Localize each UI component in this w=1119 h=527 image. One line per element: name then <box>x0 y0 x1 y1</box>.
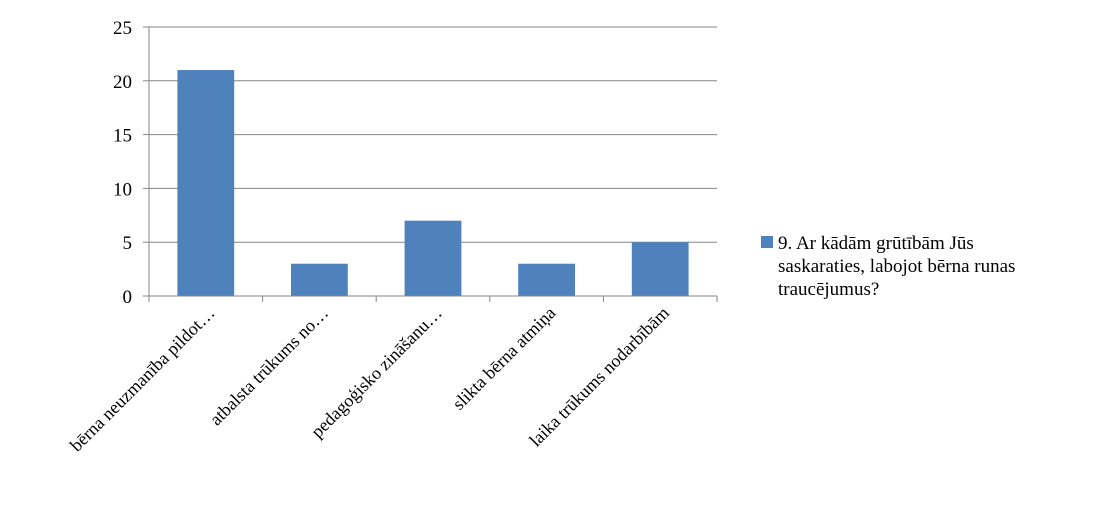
y-tick-label: 15 <box>113 126 132 147</box>
bar <box>177 70 235 296</box>
bar <box>404 220 462 296</box>
bar <box>631 242 689 296</box>
legend-label-line-2: saskaraties, labojot bērna runas <box>778 256 1015 277</box>
x-category-label: bērna neuzmanība pildot… <box>66 303 219 456</box>
legend-label-line-3: traucējumus? <box>778 279 879 300</box>
bar <box>518 263 575 296</box>
y-axis-ticks: 0 5 10 15 20 25 <box>113 18 149 308</box>
y-tick-label: 25 <box>113 18 132 39</box>
x-category-label: atbalsta trūkums no… <box>206 303 333 430</box>
bars <box>177 70 689 296</box>
bar <box>291 263 348 296</box>
x-category-label: slikta bērna atmiņa <box>448 303 559 414</box>
legend-label-line-1: 9. Ar kādām grūtībām Jūs <box>778 233 974 254</box>
y-tick-label: 0 <box>123 287 133 308</box>
x-axis-ticks <box>148 296 718 302</box>
legend-swatch <box>761 236 773 248</box>
legend: 9. Ar kādām grūtībām Jūs saskaraties, la… <box>761 233 1015 300</box>
y-tick-label: 10 <box>113 179 132 200</box>
y-tick-label: 5 <box>123 233 133 254</box>
gridlines <box>149 26 717 243</box>
x-axis-labels: bērna neuzmanība pildot…atbalsta trūkums… <box>66 303 673 456</box>
x-category-label: pedagoģisko zināšanu… <box>307 303 446 442</box>
y-tick-label: 20 <box>113 72 132 93</box>
